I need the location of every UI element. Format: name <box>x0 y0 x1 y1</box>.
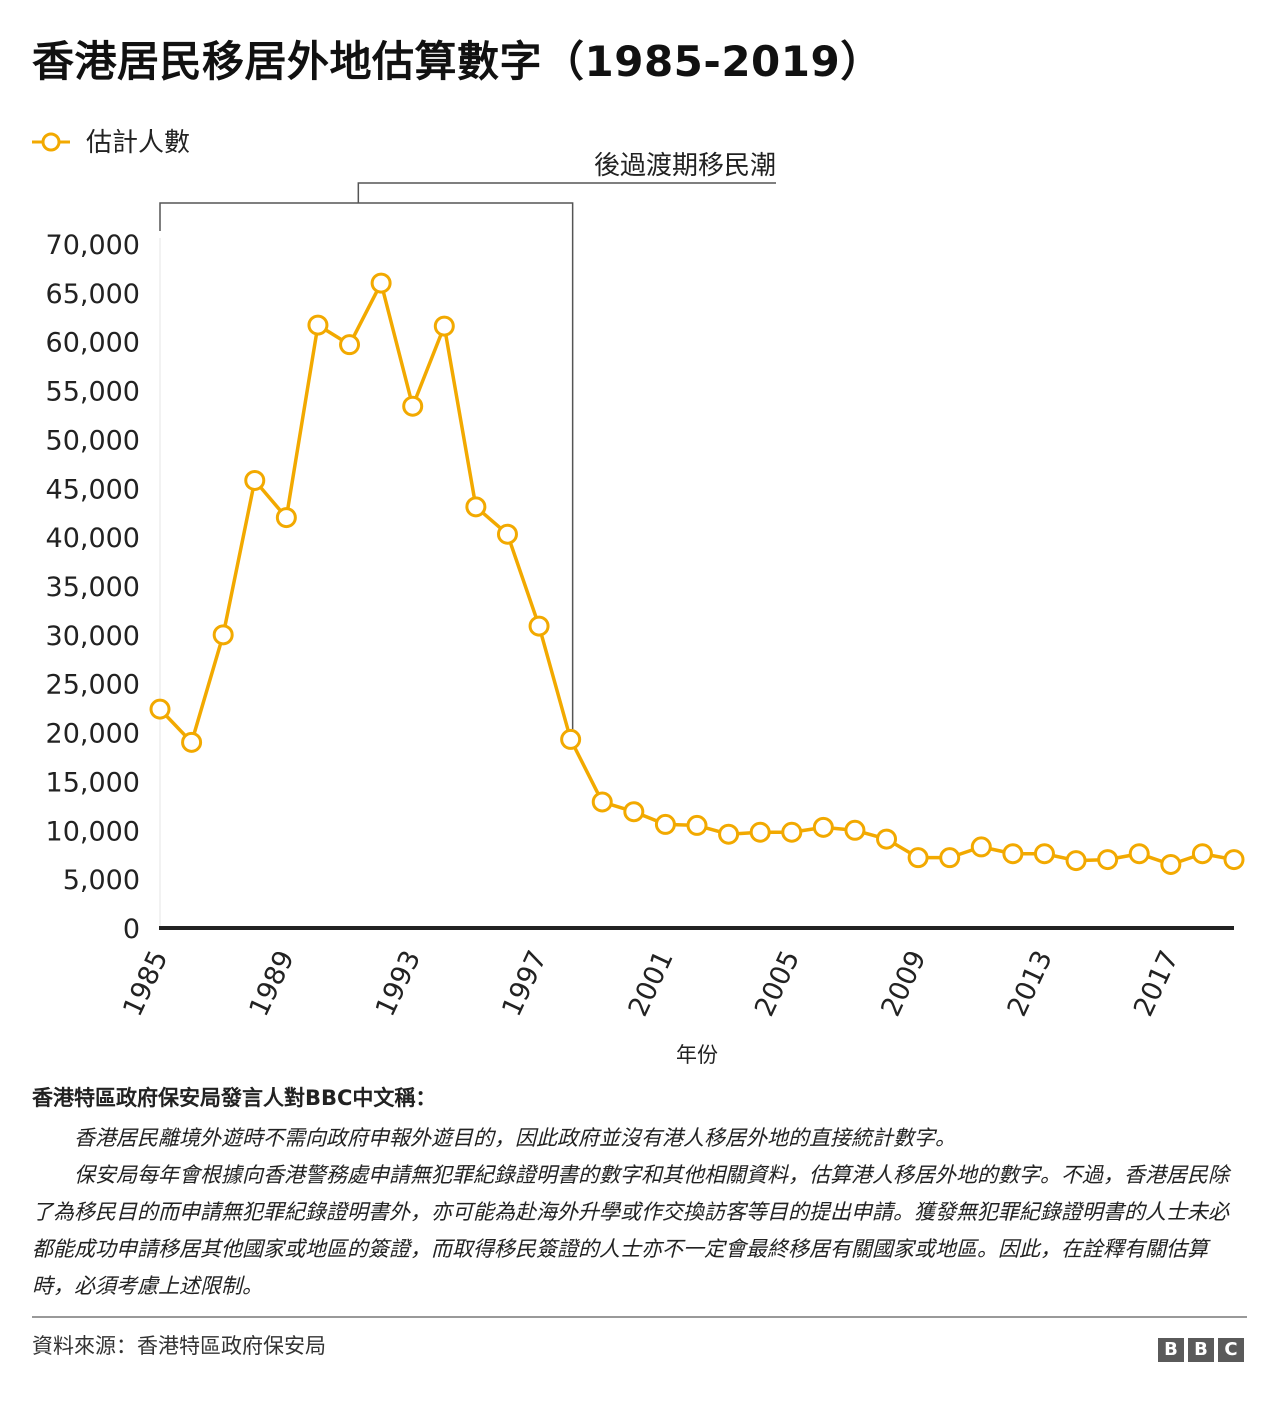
data-point <box>275 507 297 529</box>
data-point <box>686 814 708 836</box>
x-tick-label: 2001 <box>623 946 680 1021</box>
y-tick-label: 55,000 <box>46 377 140 408</box>
data-point <box>812 816 834 838</box>
data-point <box>1033 843 1055 865</box>
data-point <box>1223 849 1245 871</box>
note-paragraph-2: 保安局每年會根據向香港警務處申請無犯罪紀錄證明書的數字和其他相關資料，估算港人移… <box>32 1163 1229 1298</box>
data-point <box>623 801 645 823</box>
data-point <box>591 791 613 813</box>
data-point <box>876 828 898 850</box>
data-point <box>307 314 329 336</box>
bracket-line <box>159 202 574 730</box>
data-point <box>970 836 992 858</box>
data-point <box>1128 843 1150 865</box>
bbc-logo: B B C <box>1158 1338 1244 1362</box>
data-point <box>718 823 740 845</box>
data-point <box>844 819 866 841</box>
x-axis: 1985 1989 1993 1997 2001 2005 2009 2013 2017 年份 <box>117 926 1234 1067</box>
bbc-logo-block: C <box>1218 1338 1244 1362</box>
data-point <box>1160 853 1182 875</box>
y-tick-label: 45,000 <box>46 474 140 505</box>
y-tick-label: 20,000 <box>46 719 140 750</box>
data-point <box>244 469 266 491</box>
data-point <box>528 615 550 637</box>
data-point <box>781 821 803 843</box>
legend-label: 估計人數 <box>86 128 190 158</box>
data-point <box>402 395 424 417</box>
data-point <box>907 847 929 869</box>
annotation-bracket: 後過渡期移民潮 <box>159 151 776 730</box>
y-axis: 0 5,000 10,000 15,000 20,000 25,000 30,000 35,0… <box>46 230 161 945</box>
x-axis-label: 年份 <box>676 1043 718 1067</box>
data-point <box>1097 849 1119 871</box>
bbc-logo-block: B <box>1158 1338 1184 1362</box>
x-tick-label: 1985 <box>117 946 174 1021</box>
note-paragraph-1: 香港居民離境外遊時不需向政府申報外遊目的，因此政府並沒有港人移居外地的直接統計數… <box>74 1126 956 1150</box>
y-tick-label: 65,000 <box>46 279 140 310</box>
y-tick-label: 60,000 <box>46 328 140 359</box>
data-point <box>339 334 361 356</box>
note-heading: 香港特區政府保安局發言人對BBC中文稱： <box>32 1086 437 1110</box>
x-tick-label: 1997 <box>496 946 553 1021</box>
data-point <box>181 731 203 753</box>
series-line <box>158 281 1235 867</box>
x-tick-label: 2013 <box>1002 946 1059 1021</box>
series-estimate <box>149 272 1245 875</box>
y-tick-label: 25,000 <box>46 670 140 701</box>
data-point <box>433 315 455 337</box>
legend: 估計人數 <box>32 128 190 158</box>
y-tick-label: 15,000 <box>46 767 140 798</box>
x-tick-label: 2005 <box>749 946 806 1021</box>
line-chart: 估計人數 後過渡期移民潮 0 5,000 10,000 15,000 20,000 25,… <box>32 128 1245 1067</box>
annotation-label: 後過渡期移民潮 <box>594 151 776 181</box>
divider <box>32 1316 1247 1318</box>
legend-marker <box>41 132 61 152</box>
y-tick-label: 5,000 <box>63 865 140 896</box>
x-tick-label: 1993 <box>370 946 427 1021</box>
y-tick-label: 50,000 <box>46 425 140 456</box>
data-point <box>560 728 582 750</box>
bbc-logo-block: B <box>1188 1338 1214 1362</box>
data-point <box>939 847 961 869</box>
source-text: 資料來源：香港特區政府保安局 <box>32 1334 326 1358</box>
y-tick-label: 10,000 <box>46 816 140 847</box>
note-block: 香港特區政府保安局發言人對BBC中文稱： 香港居民離境外遊時不需向政府申報外遊目… <box>32 1082 1247 1305</box>
x-tick-label: 2017 <box>1128 946 1185 1021</box>
bracket-leader <box>357 182 776 203</box>
x-tick-label: 1989 <box>244 946 301 1021</box>
data-point <box>654 813 676 835</box>
data-point <box>1002 843 1024 865</box>
x-tick-label: 2009 <box>875 946 932 1021</box>
y-tick-label: 70,000 <box>46 230 140 261</box>
y-tick-label: 30,000 <box>46 621 140 652</box>
data-point <box>749 821 771 843</box>
data-point <box>465 496 487 518</box>
data-point <box>370 272 392 294</box>
data-point <box>149 698 171 720</box>
data-point <box>1065 850 1087 872</box>
data-point <box>1191 843 1213 865</box>
chart-title: 香港居民移居外地估算數字（1985-2019） <box>32 37 883 86</box>
y-tick-label: 35,000 <box>46 572 140 603</box>
data-point <box>496 523 518 545</box>
data-point <box>212 624 234 646</box>
y-tick-label: 0 <box>123 914 140 945</box>
y-tick-label: 40,000 <box>46 523 140 554</box>
